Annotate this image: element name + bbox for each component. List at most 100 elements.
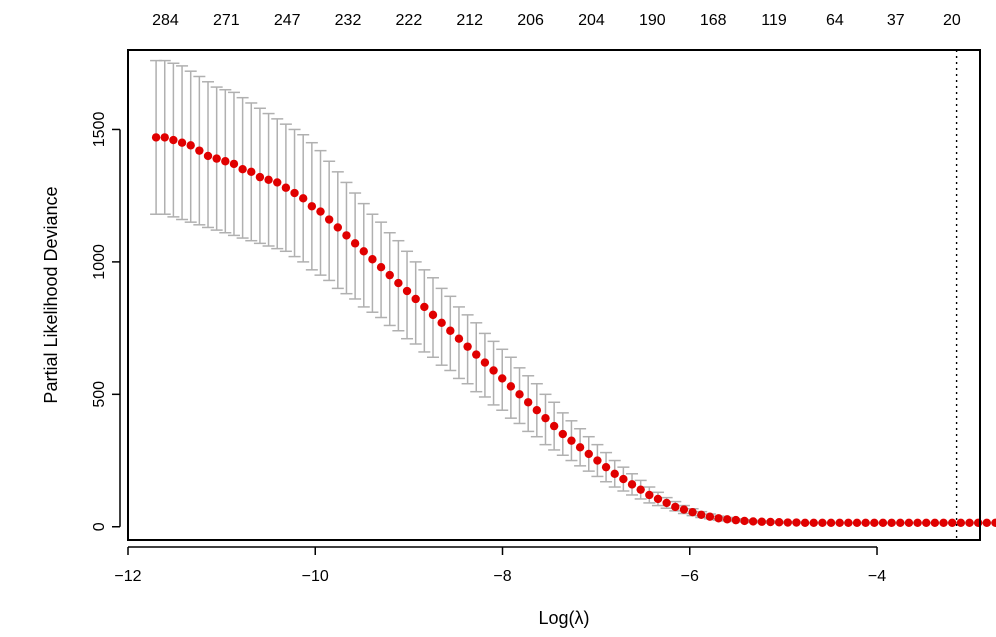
top-axis-label: 284 — [152, 12, 179, 29]
data-point — [221, 157, 230, 166]
data-point — [809, 518, 818, 527]
data-point — [887, 518, 896, 527]
data-point — [896, 518, 905, 527]
data-point — [255, 172, 265, 182]
data-point — [619, 474, 628, 484]
data-point — [281, 183, 291, 192]
data-point — [229, 159, 239, 169]
data-point — [705, 512, 715, 521]
data-point — [498, 374, 507, 383]
x-axis: −12 −10 −8 −6 −4 — [114, 546, 886, 585]
top-axis-label: 247 — [274, 12, 301, 29]
x-tick-label: −8 — [493, 568, 511, 585]
data-point — [307, 202, 317, 211]
data-point — [446, 326, 455, 335]
data-point — [688, 507, 697, 517]
data-point — [878, 518, 888, 527]
top-axis-label: 64 — [826, 12, 844, 29]
data-point — [740, 516, 749, 526]
data-point — [671, 502, 680, 512]
y-axis-label: Partial Likelihood Deviance — [41, 186, 61, 403]
data-point — [818, 518, 827, 527]
data-point — [627, 480, 637, 489]
data-point — [973, 518, 983, 527]
plot-frame — [127, 49, 981, 541]
data-point — [186, 141, 195, 150]
data-point — [177, 138, 187, 147]
data-point — [800, 518, 810, 527]
data-point — [350, 239, 360, 248]
data-point — [567, 436, 576, 445]
data-point — [376, 262, 386, 272]
data-point — [298, 194, 308, 203]
top-axis-label: 37 — [887, 12, 905, 29]
data-point — [662, 498, 671, 508]
data-point — [290, 188, 299, 198]
x-tick-label: −6 — [681, 568, 699, 585]
data-point — [428, 310, 438, 320]
data-point — [169, 135, 178, 145]
data-point — [965, 518, 974, 527]
data-point — [212, 154, 221, 163]
data-point — [420, 302, 429, 312]
data-point — [636, 485, 645, 494]
data-point — [939, 518, 948, 527]
top-axis-label: 168 — [700, 12, 727, 29]
top-axis-label: 232 — [335, 12, 362, 29]
data-point — [247, 167, 256, 177]
top-axis-label: 119 — [761, 12, 787, 29]
data-point — [549, 421, 559, 431]
data-point — [575, 443, 585, 452]
top-axis-label: 212 — [456, 12, 483, 29]
data-point — [463, 342, 472, 351]
data-point — [844, 518, 853, 527]
data-point — [454, 334, 464, 343]
data-point — [601, 462, 611, 472]
data-point — [195, 146, 204, 155]
data-point — [653, 494, 663, 504]
top-axis-labels: 2842712472322222122062041901681196437201… — [152, 12, 961, 29]
data-point — [532, 406, 542, 415]
x-tick-label: −4 — [868, 568, 886, 585]
data-point — [870, 518, 879, 527]
data-point — [333, 223, 343, 232]
data-point — [982, 518, 992, 527]
errorbars — [150, 59, 996, 525]
data-point — [679, 505, 689, 514]
data-point — [593, 456, 602, 465]
data-point — [264, 175, 273, 184]
data-point — [697, 510, 706, 520]
data-point — [584, 449, 593, 459]
data-point — [783, 518, 792, 527]
data-point — [342, 231, 351, 240]
data-point — [402, 286, 412, 296]
data-point — [922, 518, 931, 527]
top-axis-label: 222 — [396, 12, 423, 29]
data-point — [714, 514, 723, 523]
data-point — [991, 518, 996, 527]
data-point — [723, 515, 732, 524]
data-point — [645, 490, 654, 500]
top-axis-label: 190 — [639, 12, 666, 29]
x-axis-label: Log(λ) — [538, 608, 589, 628]
data-point — [472, 350, 481, 359]
data-point — [774, 518, 784, 527]
data-point — [480, 358, 490, 367]
data-point — [610, 469, 619, 478]
data-point — [411, 294, 420, 304]
y-tick-label: 0 — [91, 522, 108, 531]
data-point — [748, 517, 758, 526]
top-axis-label: 271 — [213, 12, 240, 29]
x-tick-label: −10 — [302, 568, 329, 585]
y-tick-label: 500 — [91, 381, 108, 408]
data-point — [826, 518, 836, 527]
data-point — [515, 390, 524, 399]
data-point — [861, 518, 870, 527]
data-point — [151, 133, 161, 142]
data-point — [731, 515, 741, 525]
data-point — [835, 518, 844, 527]
data-point — [394, 278, 403, 288]
top-axis-label: 20 — [943, 12, 961, 29]
data-point — [273, 178, 282, 187]
